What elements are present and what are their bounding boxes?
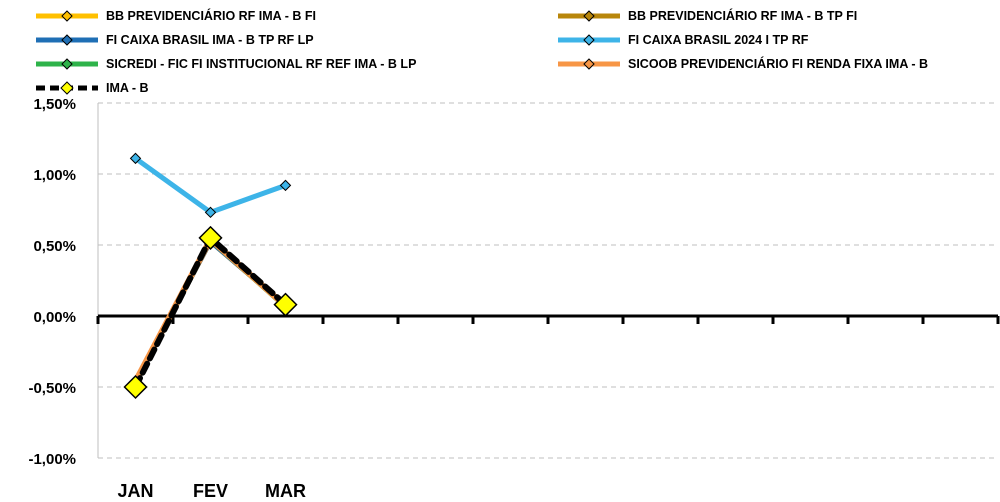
legend-item: FI CAIXA BRASIL IMA - B TP RF LP	[34, 32, 314, 48]
legend-swatch	[558, 10, 620, 22]
legend-item: IMA - B	[34, 80, 149, 96]
legend-label: SICREDI - FIC FI INSTITUCIONAL RF REF IM…	[106, 57, 417, 71]
legend-swatch	[36, 34, 98, 46]
legend-label: IMA - B	[106, 81, 149, 95]
x-tick-label: FEV	[193, 481, 228, 501]
legend-swatch	[36, 10, 98, 22]
series-line	[132, 234, 289, 390]
data-point	[123, 374, 148, 400]
legend-label: FI CAIXA BRASIL 2024 I TP RF	[628, 33, 809, 47]
legend-swatch	[558, 34, 620, 46]
legend-label: FI CAIXA BRASIL IMA - B TP RF LP	[106, 33, 314, 47]
legend-swatch	[36, 81, 98, 95]
legend-label: BB PREVIDENCIÁRIO RF IMA - B TP FI	[628, 9, 858, 23]
y-tick-label: 1,00%	[33, 167, 76, 184]
x-tick-label: MAR	[265, 481, 306, 501]
data-point	[204, 206, 217, 219]
legend-swatch	[36, 58, 98, 70]
data-point	[273, 292, 298, 317]
series-line	[133, 238, 288, 385]
series-line	[133, 240, 288, 385]
data-point	[129, 152, 142, 165]
legend-item: SICOOB PREVIDENCIÁRIO FI RENDA FIXA IMA …	[556, 56, 928, 72]
legend-swatch	[558, 58, 620, 70]
series-line	[133, 240, 288, 385]
legend-item: BB PREVIDENCIÁRIO RF IMA - B FI	[34, 8, 316, 24]
series-line	[133, 155, 288, 215]
y-tick-label: 0,50%	[33, 238, 76, 255]
y-tick-label: 1,50%	[33, 96, 76, 113]
legend-item: SICREDI - FIC FI INSTITUCIONAL RF REF IM…	[34, 56, 416, 72]
data-point	[198, 225, 223, 250]
legend-label: SICOOB PREVIDENCIÁRIO FI RENDA FIXA IMA …	[628, 57, 929, 71]
y-tick-label: -1,00%	[28, 451, 76, 468]
x-tick-label: JAN	[117, 481, 153, 501]
y-tick-label: 0,00%	[33, 309, 76, 326]
y-tick-label: -0,50%	[28, 380, 76, 397]
legend-label: BB PREVIDENCIÁRIO RF IMA - B FI	[106, 9, 316, 23]
legend-item: FI CAIXA BRASIL 2024 I TP RF	[556, 32, 808, 48]
data-point	[279, 179, 292, 192]
series-line	[133, 240, 288, 385]
series-line	[132, 236, 289, 385]
legend-item: BB PREVIDENCIÁRIO RF IMA - B TP FI	[556, 8, 857, 24]
